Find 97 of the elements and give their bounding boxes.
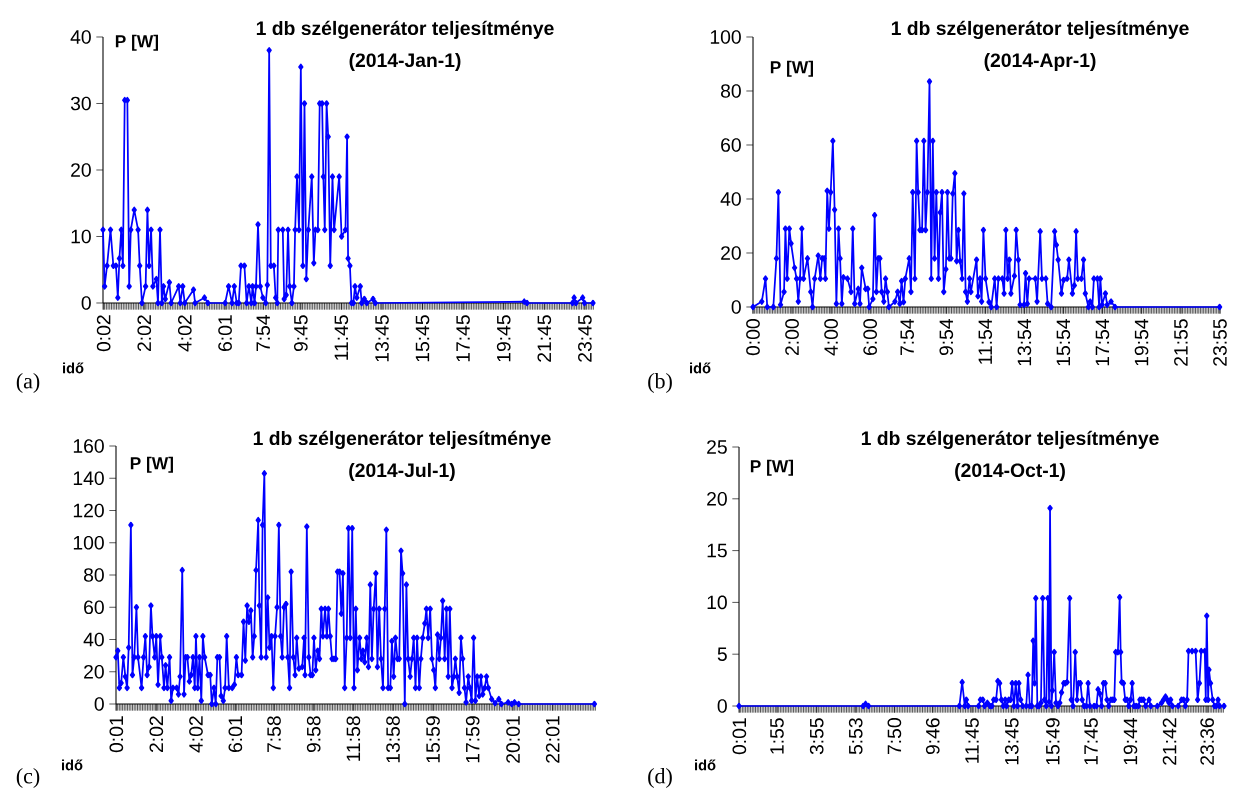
y-axis-title: P [W] — [750, 459, 794, 476]
text: (2014-Jan-1) — [349, 52, 461, 71]
y-tick-label: 0 — [717, 699, 727, 713]
x-tick-label: 11:54 — [978, 318, 993, 364]
x-tick-label: 5:53 — [848, 718, 863, 755]
x-tick-label: 15:54 — [1056, 318, 1071, 366]
x-tick-label: 17:54 — [1095, 318, 1110, 366]
y-tick-label: 100 — [73, 535, 104, 550]
x-tick-label: 6:00 — [863, 319, 877, 355]
x-tick-label: 13:45 — [375, 315, 389, 362]
y-tick-label: 10 — [707, 595, 727, 610]
x-tick-label: 2:02 — [137, 315, 152, 351]
y-tick-label: 30 — [70, 96, 91, 111]
x-tick-label: 13:54 — [1017, 318, 1032, 366]
y-axis-title: P [W] — [130, 456, 173, 473]
x-tick-label: 23:45 — [578, 315, 592, 362]
text: (b) — [648, 373, 672, 393]
y-tick-label: 80 — [83, 568, 104, 582]
x-tick-label: 19:45 — [496, 315, 511, 362]
x-axis-title: idő — [62, 759, 83, 771]
x-tick-label: 11:58 — [346, 716, 361, 761]
y-tick-label: 60 — [84, 600, 104, 615]
x-tick-label: 23:36 — [1200, 718, 1214, 765]
x-tick-label: 7:54 — [900, 318, 914, 355]
x-axis-title: idő — [63, 362, 84, 374]
y-axis-title: P [W] — [770, 60, 813, 77]
x-tick-label: 19:54 — [1134, 318, 1149, 366]
x-tick-label: 21:42 — [1162, 718, 1177, 765]
y-tick-label: 25 — [707, 440, 727, 454]
x-tick-label: 4:02 — [177, 315, 192, 352]
y-tick-label: 80 — [720, 84, 741, 98]
y-tick-label: 0 — [81, 296, 91, 310]
x-tick-label: 15:45 — [415, 315, 430, 362]
x-axis-title: idő — [695, 759, 716, 771]
x-tick-label: 15:49 — [1045, 718, 1060, 765]
chart-title: 1 db szélgenerátor teljesítménye — [891, 20, 1189, 40]
x-tick-label: 9:46 — [925, 718, 940, 755]
y-tick-label: 160 — [73, 439, 104, 453]
y-tick-label: 20 — [707, 491, 727, 506]
x-tick-label: 17:45 — [456, 315, 470, 362]
x-tick-label: 20:01 — [506, 716, 520, 763]
x-tick-label: 1:55 — [770, 718, 784, 754]
x-tick-label: 17:45 — [1084, 718, 1098, 765]
y-tick-label: 10 — [71, 229, 91, 244]
x-tick-label: 11:45 — [334, 315, 349, 360]
x-tick-label: 19:44 — [1123, 717, 1138, 765]
x-tick-label: 4:00 — [824, 319, 838, 356]
x-tick-label: 13:45 — [1004, 718, 1019, 765]
y-tick-label: 40 — [70, 30, 91, 44]
y-tick-label: 15 — [707, 543, 727, 558]
y-tick-label: 20 — [721, 246, 741, 260]
x-tick-label: 6:01 — [218, 315, 232, 351]
y-tick-label: 5 — [717, 647, 727, 661]
text: (2014-Oct-1) — [955, 462, 1065, 481]
x-tick-label: 0:01 — [732, 718, 747, 755]
x-tick-label: 9:58 — [306, 716, 321, 753]
x-axis-title: idő — [690, 362, 711, 374]
x-tick-label: 0:02 — [96, 315, 111, 352]
x-tick-label: 15:59 — [426, 716, 440, 763]
y-tick-label: 20 — [84, 664, 104, 679]
x-tick-label: 17:59 — [465, 716, 480, 763]
x-tick-label: 23:55 — [1213, 319, 1227, 366]
x-tick-label: 6:01 — [228, 716, 243, 753]
y-tick-label: 120 — [73, 503, 104, 518]
text: (2014-Apr-1) — [984, 52, 1096, 71]
y-tick-label: 20 — [71, 163, 91, 177]
x-tick-label: 9:54 — [939, 318, 954, 356]
x-tick-label: 0:01 — [109, 716, 124, 753]
x-tick-label: 7:58 — [267, 716, 281, 752]
x-tick-label: 13:58 — [386, 716, 400, 763]
x-tick-label: 9:45 — [293, 315, 308, 352]
text: (d) — [648, 768, 672, 788]
x-tick-label: 2:00 — [785, 319, 799, 355]
x-tick-label: 3:55 — [809, 718, 824, 755]
text: (2014-Jul-1) — [349, 462, 455, 481]
x-tick-label: 7:54 — [256, 314, 271, 351]
text: (a) — [16, 373, 40, 393]
x-tick-label: 0:00 — [746, 319, 760, 356]
x-tick-label: 21:55 — [1174, 319, 1188, 366]
text: (c) — [16, 768, 40, 788]
y-tick-label: 40 — [720, 192, 741, 206]
x-tick-label: 2:02 — [149, 716, 164, 753]
y-tick-label: 0 — [94, 697, 104, 711]
x-tick-label: 4:02 — [189, 716, 203, 753]
chart-title: 1 db szélgenerátor teljesítménye — [256, 20, 554, 39]
x-tick-label: 11:45 — [965, 718, 979, 763]
x-tick-label: 21:45 — [537, 315, 552, 362]
x-tick-label: 22:01 — [545, 716, 560, 763]
x-tick-label: 7:50 — [887, 718, 902, 754]
y-axis-title: P [W] — [115, 34, 158, 51]
chart-title: 1 db szélgenerátor teljesítménye — [253, 430, 551, 450]
chart-title: 1 db szélgenerátor teljesítménye — [861, 430, 1159, 449]
y-tick-label: 40 — [83, 632, 104, 647]
y-tick-label: 140 — [73, 471, 104, 486]
y-tick-label: 0 — [731, 300, 741, 314]
y-tick-label: 100 — [710, 30, 741, 44]
y-tick-label: 60 — [721, 138, 741, 152]
